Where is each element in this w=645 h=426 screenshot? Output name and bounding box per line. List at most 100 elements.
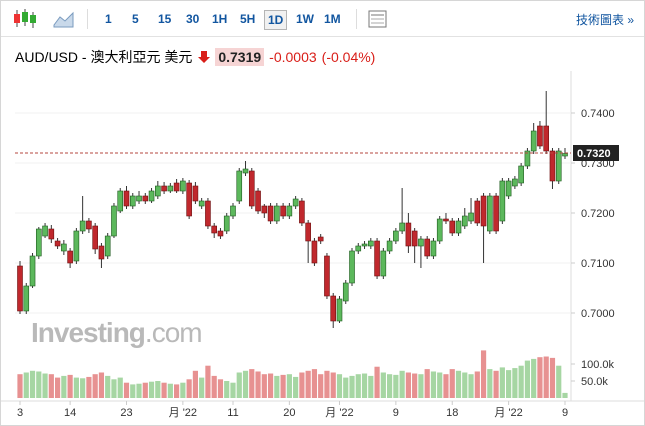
volume-bar <box>255 371 261 398</box>
candle-body <box>29 255 36 287</box>
candle-body <box>530 130 537 152</box>
candle-body <box>23 285 30 312</box>
candle-body <box>393 230 399 242</box>
interval-button[interactable]: 15 <box>158 12 172 26</box>
candle-body <box>136 195 142 202</box>
candle-body <box>305 222 311 242</box>
volume-bar <box>480 350 487 398</box>
volume-bar <box>437 372 443 398</box>
volume-bar <box>318 374 324 398</box>
candle-body <box>180 180 186 192</box>
volume-bar <box>92 374 98 398</box>
volume-bar <box>123 382 130 398</box>
candle-body <box>512 178 518 187</box>
candle-body <box>349 250 355 284</box>
candle-body <box>248 170 255 207</box>
candle-body <box>330 295 337 322</box>
x-tick-label: 14 <box>64 407 76 419</box>
watermark-suffix: .com <box>145 317 202 348</box>
volume-bar <box>556 365 562 398</box>
volume-bar <box>543 356 549 398</box>
x-tick-label: 9 <box>562 407 568 419</box>
volume-bar <box>167 383 173 398</box>
candle-body <box>104 235 111 257</box>
candle-body <box>42 225 48 237</box>
volume-bar <box>211 375 217 398</box>
candle-body <box>436 218 443 242</box>
x-tick-label: 23 <box>120 407 132 419</box>
volume-bar <box>418 374 424 398</box>
volume-bar <box>330 372 336 398</box>
candle-body <box>411 230 418 247</box>
candle-body <box>449 220 456 234</box>
interval-button[interactable]: 1 <box>105 12 112 26</box>
x-tick-label: 3 <box>17 407 23 419</box>
interval-button[interactable]: 1W <box>296 12 314 26</box>
volume-bar <box>487 369 493 398</box>
candle-body <box>211 225 217 234</box>
candle-body <box>468 212 474 222</box>
volume-bar <box>462 372 468 398</box>
volume-bar <box>224 381 230 398</box>
volume-bar <box>336 374 343 398</box>
volume-bar <box>236 372 242 398</box>
candle-body <box>355 245 362 252</box>
candle-body <box>424 238 430 257</box>
table-icon[interactable] <box>367 9 389 29</box>
interval-button[interactable]: 5 <box>132 12 139 26</box>
candle-body <box>443 218 449 222</box>
volume-bar <box>405 372 411 398</box>
candle-body <box>198 200 205 207</box>
candle-body <box>311 240 318 264</box>
candle-body <box>555 150 562 182</box>
volume-bar <box>280 374 286 398</box>
volume-bar <box>518 365 524 398</box>
candle-body <box>430 240 437 257</box>
volume-bar <box>474 371 480 398</box>
volume-bar <box>305 370 311 398</box>
price-marker-label: 0.7320 <box>577 148 611 160</box>
volume-bar <box>393 374 399 398</box>
volume-bar <box>537 357 543 398</box>
candle-body <box>35 228 42 257</box>
interval-button[interactable]: 1H <box>212 12 228 26</box>
interval-button[interactable]: 1D <box>264 10 288 30</box>
volume-bar <box>29 370 36 398</box>
volume-bar <box>36 371 42 398</box>
volume-bar <box>355 374 361 398</box>
interval-button[interactable]: 1M <box>324 12 341 26</box>
candle-body <box>242 168 249 174</box>
instrument-name: AUD/USD - 澳大利亞元 美元 <box>15 49 193 65</box>
candle-body <box>223 215 230 232</box>
volume-bar <box>512 368 518 398</box>
candle-body <box>380 250 387 277</box>
candle-body <box>123 190 130 207</box>
candle-body <box>549 150 556 182</box>
price-change-percent: (-0.04%) <box>321 49 376 65</box>
candle-body <box>155 185 161 197</box>
x-tick-label: 月 '22 <box>494 407 522 419</box>
candle-body <box>73 230 80 262</box>
volume-bar <box>199 377 205 398</box>
candle-body <box>148 190 155 202</box>
volume-bar <box>73 377 79 398</box>
volume-bar <box>562 392 568 398</box>
candle-body <box>543 125 550 152</box>
candle-body <box>342 282 349 302</box>
volume-tick-label: 100.0k <box>581 359 615 371</box>
technical-chart-link[interactable]: 技術圖表 » <box>575 13 634 27</box>
candle-body <box>455 220 462 234</box>
volume-bar <box>42 373 48 398</box>
price-marker-box <box>573 145 619 161</box>
candle-body <box>418 238 424 247</box>
candle-body <box>267 205 274 222</box>
volume-bar <box>311 369 318 398</box>
last-price: 0.7319 <box>215 48 265 66</box>
candle-body <box>236 170 243 202</box>
area-icon[interactable] <box>52 9 76 29</box>
interval-button[interactable]: 5H <box>240 12 256 26</box>
interval-button[interactable]: 30 <box>186 12 200 26</box>
volume-bar <box>549 357 556 398</box>
candle-body <box>286 205 293 217</box>
candle-icon[interactable] <box>11 7 41 31</box>
